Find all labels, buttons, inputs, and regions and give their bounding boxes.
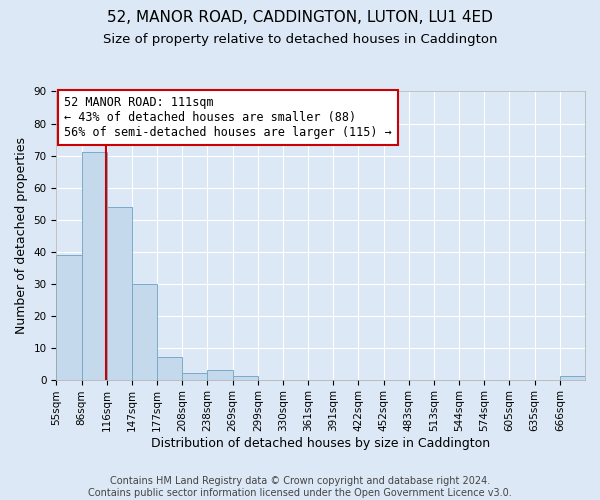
Bar <box>233 376 258 380</box>
Text: Size of property relative to detached houses in Caddington: Size of property relative to detached ho… <box>103 32 497 46</box>
X-axis label: Distribution of detached houses by size in Caddington: Distribution of detached houses by size … <box>151 437 490 450</box>
Bar <box>107 206 132 380</box>
Y-axis label: Number of detached properties: Number of detached properties <box>15 137 28 334</box>
Bar <box>560 376 585 380</box>
Bar <box>82 152 107 380</box>
Bar <box>157 357 182 380</box>
Bar <box>208 370 233 380</box>
Text: Contains HM Land Registry data © Crown copyright and database right 2024.
Contai: Contains HM Land Registry data © Crown c… <box>88 476 512 498</box>
Text: 52 MANOR ROAD: 111sqm
← 43% of detached houses are smaller (88)
56% of semi-deta: 52 MANOR ROAD: 111sqm ← 43% of detached … <box>64 96 392 139</box>
Text: 52, MANOR ROAD, CADDINGTON, LUTON, LU1 4ED: 52, MANOR ROAD, CADDINGTON, LUTON, LU1 4… <box>107 10 493 25</box>
Bar <box>182 373 208 380</box>
Bar <box>56 255 82 380</box>
Bar <box>132 284 157 380</box>
